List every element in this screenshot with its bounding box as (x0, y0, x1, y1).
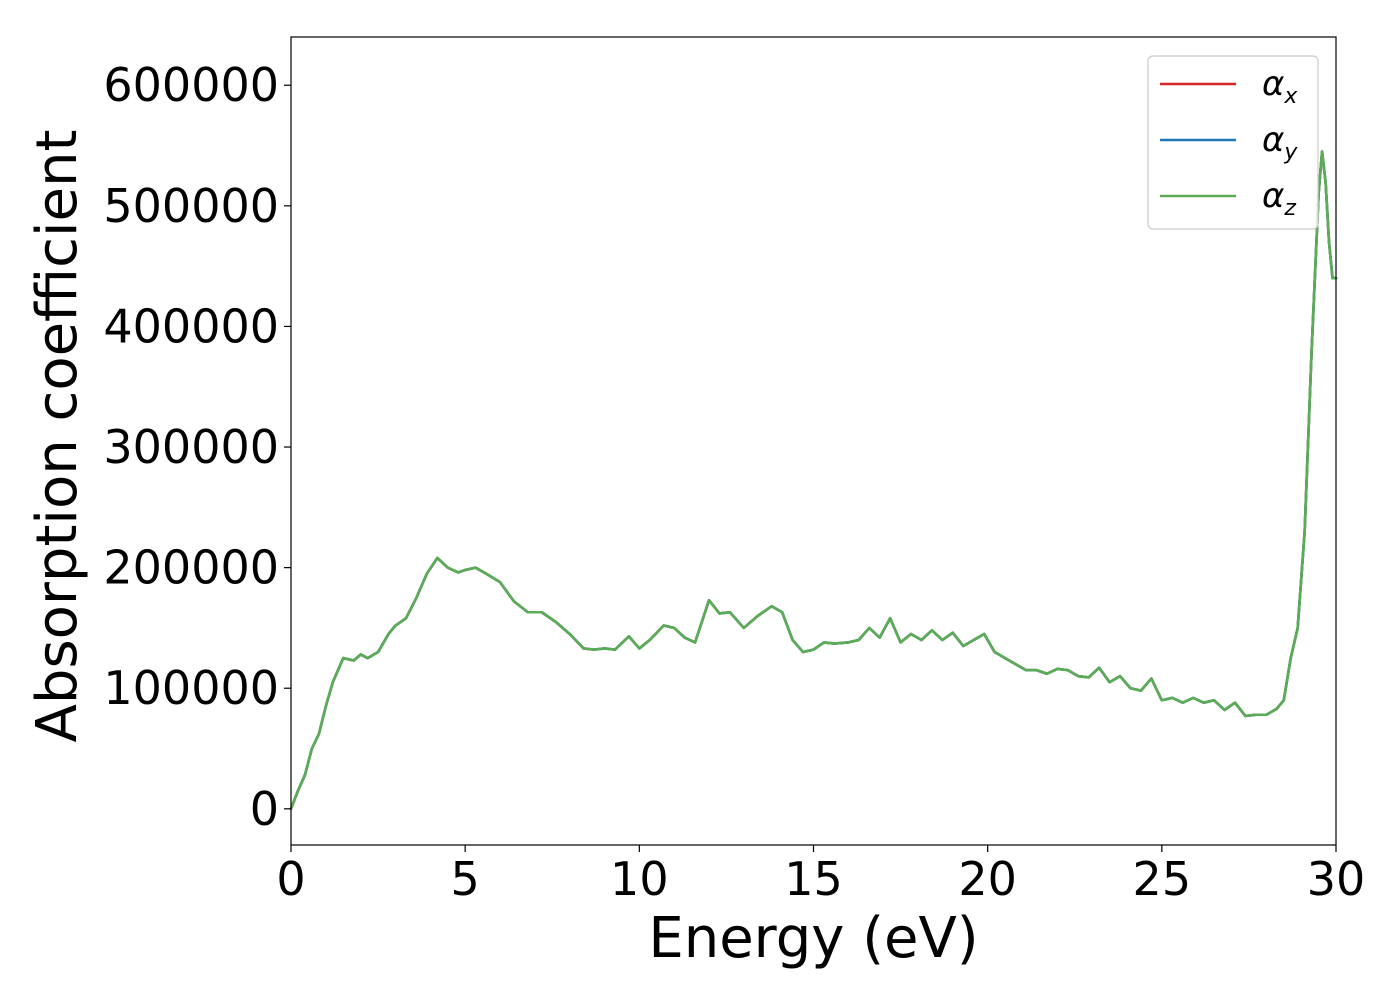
x-tick-label: 5 (451, 852, 480, 906)
series-layer (289, 150, 1338, 811)
x-tick-label: 15 (784, 852, 843, 906)
y-tick-label: 0 (250, 782, 279, 836)
x-tick-label: 0 (276, 852, 305, 906)
y-tick-label: 500000 (103, 179, 279, 233)
y-tick-label: 600000 (103, 58, 279, 112)
legend-box (1147, 55, 1319, 230)
y-tick-label: 300000 (103, 420, 279, 474)
tick-layer: 0 5 10 15 20 25 30 0 100000 200000 300000 400000 500… (103, 58, 1365, 906)
y-tick-label: 100000 (103, 661, 279, 715)
y-tick-label: 400000 (103, 299, 279, 353)
x-tick-label: 30 (1307, 852, 1366, 906)
x-tick-label: 10 (610, 852, 669, 906)
series-line-z (289, 150, 1338, 811)
y-tick-label: 200000 (103, 541, 279, 595)
y-axis-title: Absorption coefficient (25, 130, 90, 743)
x-axis-title: Energy (eV) (648, 906, 978, 971)
x-tick-label: 20 (958, 852, 1017, 906)
x-tick-label: 25 (1133, 852, 1192, 906)
